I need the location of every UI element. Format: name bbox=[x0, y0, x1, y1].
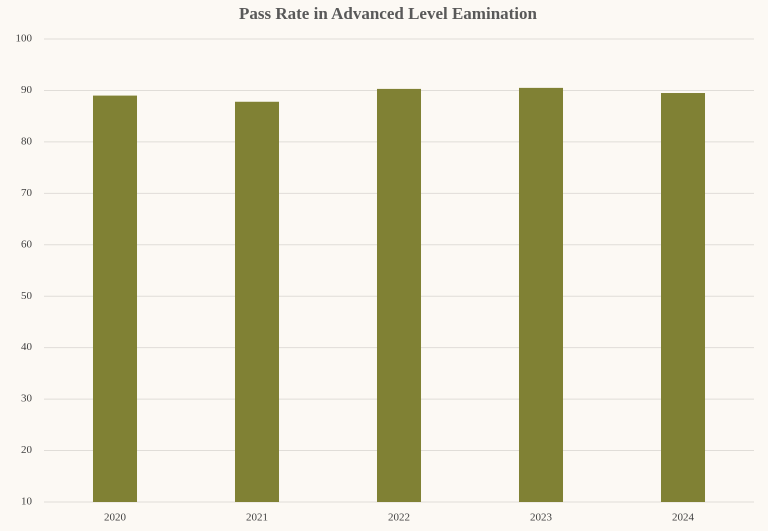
bar bbox=[376, 88, 422, 502]
y-tick-label: 40 bbox=[21, 341, 33, 353]
y-tick-label: 20 bbox=[21, 444, 33, 456]
y-tick-label: 90 bbox=[21, 84, 33, 96]
chart-title: Pass Rate in Advanced Level Eamination bbox=[239, 4, 538, 23]
y-tick-label: 50 bbox=[21, 290, 33, 302]
x-tick-label: 2020 bbox=[104, 512, 127, 524]
bar bbox=[92, 95, 138, 502]
bar bbox=[234, 101, 280, 503]
x-tick-label: 2021 bbox=[246, 512, 268, 524]
x-tick-label: 2022 bbox=[388, 512, 410, 524]
y-tick-label: 10 bbox=[21, 496, 33, 508]
x-tick-label: 2024 bbox=[672, 512, 695, 524]
y-tick-label: 70 bbox=[21, 187, 33, 199]
bar bbox=[518, 87, 564, 502]
y-tick-label: 30 bbox=[21, 393, 33, 405]
y-tick-label: 60 bbox=[21, 238, 33, 250]
y-tick-label: 100 bbox=[16, 33, 33, 45]
bar bbox=[660, 93, 706, 503]
y-tick-label: 80 bbox=[21, 135, 33, 147]
x-tick-label: 2023 bbox=[530, 512, 553, 524]
